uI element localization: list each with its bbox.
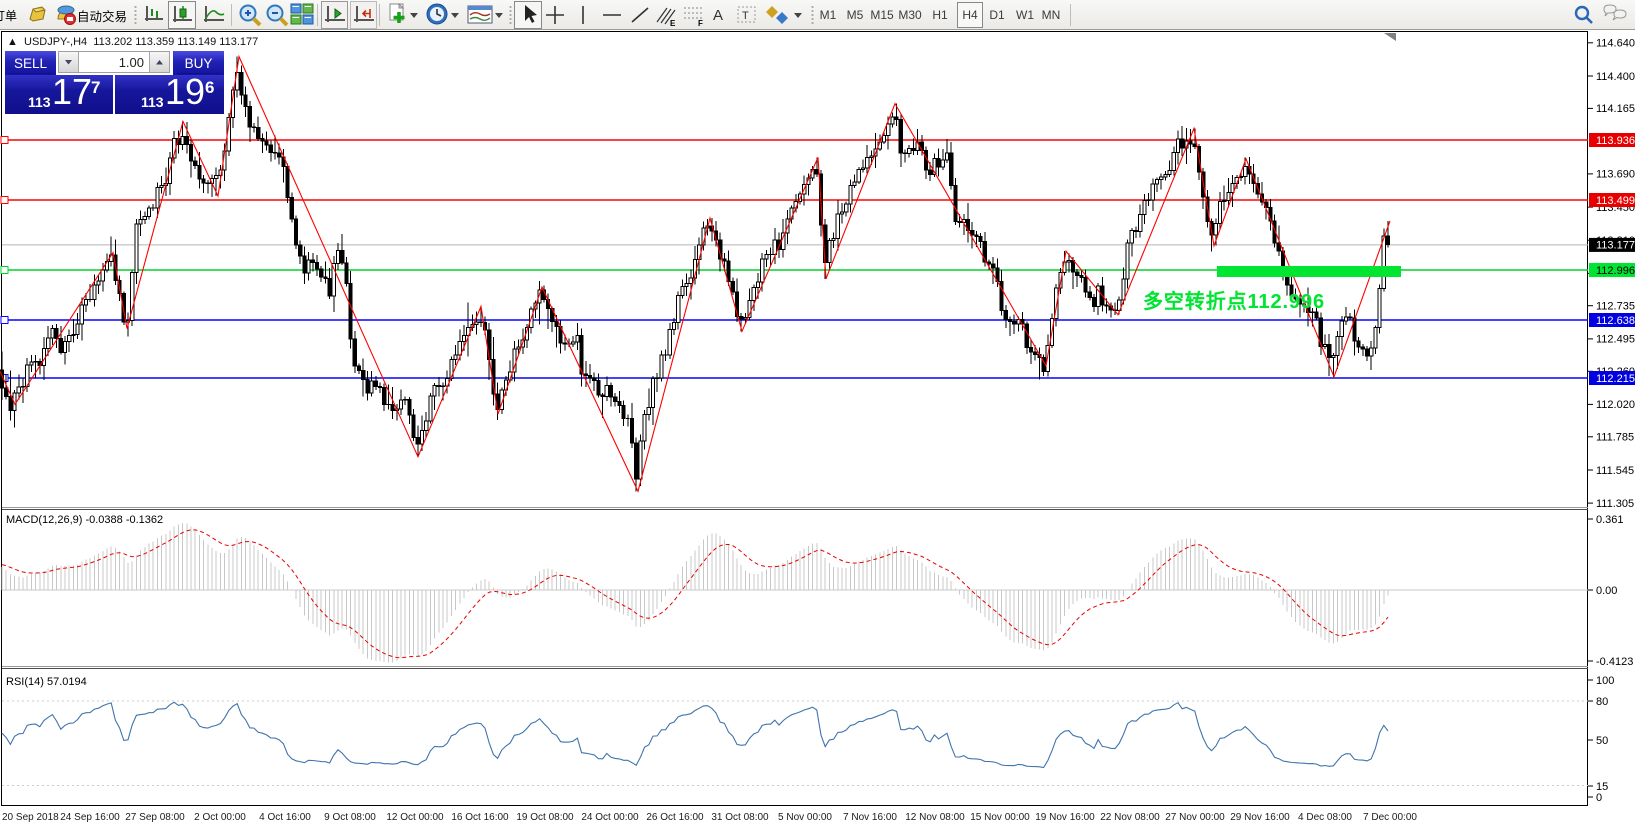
svg-text:MACD(12,26,9) -0.0388 -0.1362: MACD(12,26,9) -0.0388 -0.1362: [6, 514, 163, 526]
svg-text:113.690: 113.690: [1596, 169, 1635, 181]
svg-text:19 Oct 08:00: 19 Oct 08:00: [516, 812, 574, 823]
svg-text:112.495: 112.495: [1596, 334, 1635, 346]
svg-text:19 Nov 16:00: 19 Nov 16:00: [1035, 812, 1095, 823]
svg-text:113.936: 113.936: [1596, 135, 1635, 147]
svg-text:12 Nov 08:00: 12 Nov 08:00: [905, 812, 965, 823]
svg-text:-0.4123: -0.4123: [1596, 656, 1633, 668]
svg-text:15 Nov 00:00: 15 Nov 00:00: [970, 812, 1030, 823]
svg-text:20 Sep 2018: 20 Sep 2018: [2, 812, 59, 823]
svg-text:22 Nov 08:00: 22 Nov 08:00: [1100, 812, 1160, 823]
svg-text:0.00: 0.00: [1596, 585, 1617, 597]
svg-text:50: 50: [1596, 735, 1608, 747]
svg-text:114.400: 114.400: [1596, 71, 1635, 83]
svg-text:12 Oct 00:00: 12 Oct 00:00: [386, 812, 444, 823]
svg-text:114.640: 114.640: [1596, 38, 1635, 50]
svg-text:RSI(14) 57.0194: RSI(14) 57.0194: [6, 676, 87, 688]
svg-text:24 Oct 00:00: 24 Oct 00:00: [581, 812, 639, 823]
svg-text:27 Nov 00:00: 27 Nov 00:00: [1165, 812, 1225, 823]
svg-text:31 Oct 08:00: 31 Oct 08:00: [711, 812, 769, 823]
svg-text:0: 0: [1596, 792, 1602, 804]
svg-text:5 Nov 00:00: 5 Nov 00:00: [778, 812, 832, 823]
svg-text:111.545: 111.545: [1596, 465, 1634, 477]
svg-text:111.305: 111.305: [1596, 498, 1634, 510]
svg-text:112.020: 112.020: [1596, 399, 1635, 411]
svg-text:7 Nov 16:00: 7 Nov 16:00: [843, 812, 897, 823]
svg-text:0.361: 0.361: [1596, 514, 1624, 526]
svg-text:27 Sep 08:00: 27 Sep 08:00: [125, 812, 185, 823]
svg-text:4 Oct 16:00: 4 Oct 16:00: [259, 812, 311, 823]
svg-text:2 Oct 00:00: 2 Oct 00:00: [194, 812, 246, 823]
svg-text:100: 100: [1596, 675, 1614, 687]
svg-text:E: E: [670, 19, 676, 28]
svg-text:T: T: [742, 10, 749, 22]
svg-text:113.499: 113.499: [1596, 195, 1635, 207]
svg-text:80: 80: [1596, 696, 1608, 708]
svg-text:9 Oct 08:00: 9 Oct 08:00: [324, 812, 376, 823]
svg-text:113.177: 113.177: [1596, 240, 1635, 252]
svg-text:29 Nov 16:00: 29 Nov 16:00: [1230, 812, 1290, 823]
svg-text:16 Oct 16:00: 16 Oct 16:00: [451, 812, 509, 823]
svg-text:7 Dec 00:00: 7 Dec 00:00: [1363, 812, 1417, 823]
svg-text:4 Dec 08:00: 4 Dec 08:00: [1298, 812, 1352, 823]
svg-text:112.638: 112.638: [1596, 315, 1635, 327]
svg-text:112.735: 112.735: [1596, 301, 1635, 313]
svg-text:114.165: 114.165: [1596, 103, 1635, 115]
svg-text:112.215: 112.215: [1596, 373, 1635, 385]
svg-text:26 Oct 16:00: 26 Oct 16:00: [646, 812, 704, 823]
svg-text:24 Sep 16:00: 24 Sep 16:00: [60, 812, 120, 823]
svg-text:15: 15: [1596, 781, 1608, 793]
svg-text:112.996: 112.996: [1596, 265, 1635, 277]
svg-text:111.785: 111.785: [1596, 432, 1634, 444]
svg-text:F: F: [698, 19, 703, 28]
